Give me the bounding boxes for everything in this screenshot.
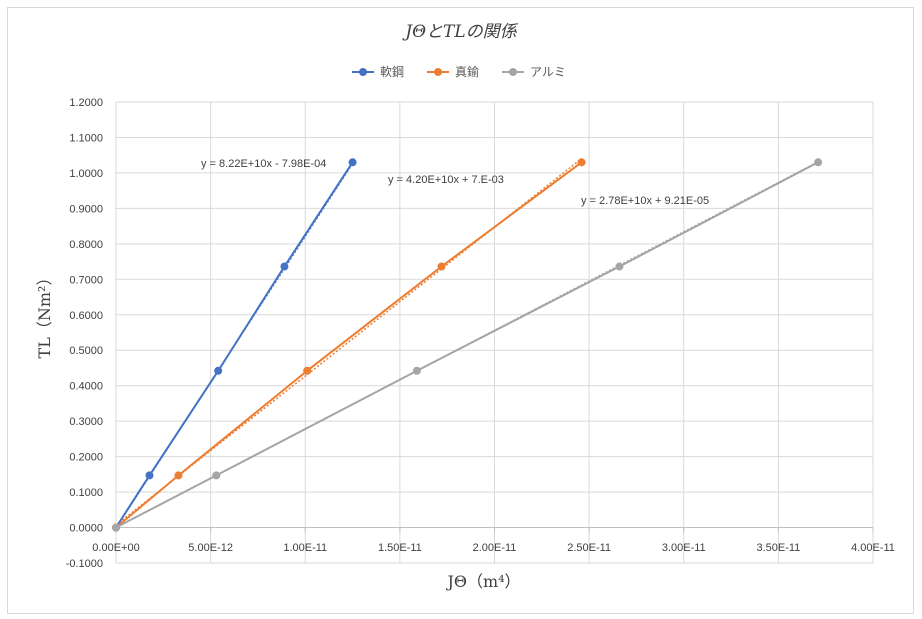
y-axis-ticks: -0.1000 0.0000 0.1000 0.2000 0.3000 0.4000 0.5… bbox=[66, 97, 103, 570]
x-tick-label: 3.00E-11 bbox=[662, 542, 706, 554]
data-point bbox=[412, 366, 421, 375]
x-tick-label: 2.00E-11 bbox=[473, 542, 517, 554]
y-tick-label: 0.2000 bbox=[69, 452, 103, 464]
chart-title: JΘとTLの関係 bbox=[402, 22, 518, 42]
data-point bbox=[437, 262, 446, 271]
x-tick-label: 0.00E+00 bbox=[92, 542, 139, 554]
y-tick-label: -0.1000 bbox=[66, 558, 103, 570]
legend-label: 真鍮 bbox=[455, 64, 479, 79]
data-point bbox=[212, 471, 221, 480]
data-point bbox=[145, 471, 154, 480]
data-point bbox=[112, 523, 120, 532]
legend-marker bbox=[434, 68, 442, 76]
x-tick-label: 4.00E-11 bbox=[851, 542, 895, 554]
data-point bbox=[577, 158, 586, 167]
x-tick-label: 5.00E-12 bbox=[188, 542, 233, 554]
legend-label: アルミ bbox=[530, 65, 566, 79]
trendline-equation: y = 8.22E+10x - 7.98E-04 bbox=[201, 158, 326, 170]
y-tick-label: 0.4000 bbox=[69, 381, 103, 393]
legend: 軟鋼 真鍮 アルミ bbox=[352, 64, 566, 79]
data-point bbox=[303, 366, 312, 375]
y-tick-label: 0.6000 bbox=[69, 310, 103, 322]
data-point bbox=[615, 262, 624, 271]
data-point bbox=[174, 471, 183, 480]
y-tick-label: 0.8000 bbox=[69, 239, 103, 251]
series-line bbox=[115, 161, 583, 529]
trendline-equation: y = 4.20E+10x + 7.E-03 bbox=[388, 174, 504, 186]
trendline-equations: y = 8.22E+10x - 7.98E-04 y = 4.20E+10x + … bbox=[201, 158, 709, 207]
x-axis-title: JΘ（m⁴） bbox=[445, 572, 520, 591]
data-point bbox=[814, 158, 823, 167]
data-point bbox=[214, 366, 223, 375]
y-tick-label: 0.7000 bbox=[69, 274, 103, 286]
legend-marker bbox=[509, 68, 517, 76]
data-point bbox=[280, 262, 289, 271]
series-line bbox=[115, 161, 819, 529]
x-tick-label: 1.50E-11 bbox=[378, 542, 422, 554]
y-tick-label: 0.5000 bbox=[69, 345, 103, 357]
x-tick-label: 2.50E-11 bbox=[567, 542, 611, 554]
series-layer bbox=[112, 158, 823, 532]
gridlines bbox=[115, 101, 874, 564]
chart-frame bbox=[7, 7, 914, 614]
legend-marker bbox=[359, 68, 367, 76]
legend-label: 軟鋼 bbox=[380, 64, 404, 79]
y-tick-label: 1.1000 bbox=[69, 132, 103, 144]
x-tick-label: 3.50E-11 bbox=[756, 542, 800, 554]
y-tick-label: 0.9000 bbox=[69, 203, 103, 215]
y-tick-label: 1.2000 bbox=[69, 97, 103, 109]
x-tick-label: 1.00E-11 bbox=[283, 542, 327, 554]
y-axis-title: TL（Nm²） bbox=[35, 270, 54, 359]
data-point bbox=[348, 158, 357, 167]
x-axis-ticks: 0.00E+00 5.00E-12 1.00E-11 1.50E-11 2.00E-11… bbox=[92, 542, 895, 554]
y-tick-label: 0.3000 bbox=[69, 416, 103, 428]
y-tick-label: 0.0000 bbox=[69, 523, 103, 535]
trendline-equation: y = 2.78E+10x + 9.21E-05 bbox=[581, 195, 709, 207]
y-tick-label: 0.1000 bbox=[69, 487, 103, 499]
y-tick-label: 1.0000 bbox=[69, 168, 103, 180]
